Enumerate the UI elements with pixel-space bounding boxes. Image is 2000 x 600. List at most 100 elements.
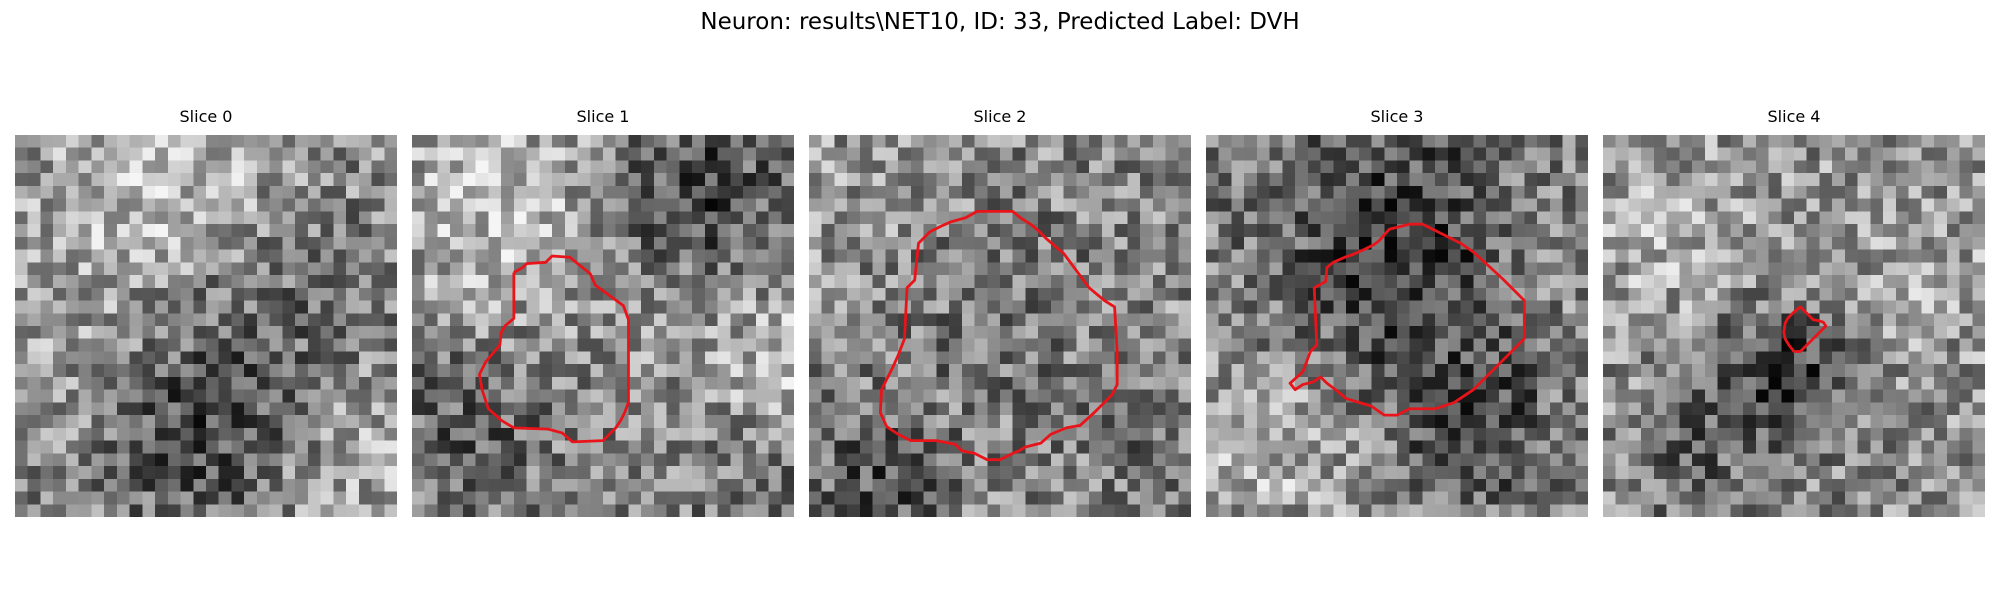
pixel-cell — [155, 389, 169, 403]
pixel-cell — [244, 198, 258, 212]
pixel-cell — [1575, 275, 1588, 289]
pixel-cell — [1524, 440, 1538, 454]
pixel-cell — [1140, 389, 1154, 403]
pixel-cell — [488, 478, 502, 493]
pixel-cell — [142, 453, 156, 467]
pixel-cell — [424, 351, 438, 365]
pixel-cell — [1358, 427, 1373, 442]
pixel-cell — [1794, 185, 1808, 200]
pixel-cell — [755, 300, 770, 314]
pixel-cell — [1934, 211, 1948, 225]
pixel-cell — [1692, 211, 1706, 225]
pixel-cell — [1244, 185, 1258, 200]
pixel-cell — [167, 364, 182, 378]
pixel-cell — [244, 287, 258, 302]
pixel-cell — [1101, 338, 1116, 352]
pixel-cell — [1498, 173, 1513, 187]
pixel-cell — [256, 453, 271, 467]
pixel-cell — [526, 224, 540, 238]
pixel-cell — [206, 173, 220, 187]
pixel-cell — [1127, 224, 1141, 238]
pixel-cell — [1692, 376, 1706, 391]
pixel-cell — [1959, 211, 1973, 225]
pixel-cell — [1409, 326, 1423, 340]
pixel-cell — [821, 262, 835, 276]
pixel-cell — [1050, 491, 1065, 505]
pixel-cell — [1231, 364, 1245, 378]
pixel-cell — [346, 135, 360, 149]
pixel-cell — [104, 185, 118, 200]
pixel-cell — [384, 376, 397, 391]
pixel-cell — [358, 389, 373, 403]
pixel-cell — [27, 135, 41, 149]
pixel-cell — [1473, 224, 1487, 238]
pixel-cell — [462, 173, 477, 187]
pixel-cell — [1794, 313, 1808, 327]
pixel-cell — [1615, 249, 1629, 263]
pixel-cell — [679, 287, 693, 302]
pixel-cell — [1346, 236, 1360, 251]
pixel-cell — [1921, 453, 1935, 467]
pixel-cell — [1397, 351, 1411, 365]
pixel-cell — [872, 427, 886, 442]
pixel-cell — [167, 198, 182, 212]
pixel-cell — [755, 185, 770, 200]
pixel-cell — [1282, 198, 1296, 212]
pixel-cell — [1653, 478, 1668, 493]
pixel-cell — [424, 185, 438, 200]
pixel-cell — [552, 198, 566, 212]
pixel-cell — [577, 415, 591, 429]
pixel-cell — [1282, 389, 1296, 403]
pixel-cell — [231, 185, 245, 200]
pixel-cell — [859, 440, 874, 454]
pixel-cell — [333, 313, 347, 327]
pixel-cell — [462, 326, 477, 340]
pixel-cell — [910, 300, 925, 314]
pixel-cell — [53, 275, 67, 289]
pixel-cell — [1628, 236, 1642, 251]
pixel-cell — [603, 262, 617, 276]
pixel-cell — [1743, 249, 1757, 263]
pixel-cell — [282, 478, 296, 493]
pixel-cell — [1730, 249, 1744, 263]
pixel-cell — [1333, 262, 1347, 276]
pixel-cell — [1307, 440, 1322, 454]
pixel-cell — [730, 160, 744, 174]
pixel-cell — [513, 338, 528, 352]
pixel-cell — [1934, 185, 1948, 200]
pixel-cell — [1895, 326, 1910, 340]
pixel-cell — [1857, 351, 1871, 365]
pixel-cell — [91, 478, 105, 493]
pixel-cell — [450, 364, 464, 378]
pixel-cell — [1282, 402, 1296, 416]
pixel-cell — [1218, 364, 1232, 378]
pixel-cell — [412, 262, 426, 276]
pixel-cell — [1692, 300, 1706, 314]
pixel-cell — [755, 147, 770, 161]
pixel-cell — [1934, 313, 1948, 327]
pixel-cell — [1256, 338, 1271, 352]
pixel-cell — [717, 185, 731, 200]
pixel-cell — [1269, 376, 1283, 391]
pixel-cell — [295, 364, 309, 378]
pixel-cell — [590, 211, 604, 225]
pixel-cell — [1231, 402, 1245, 416]
pixel-cell — [1717, 224, 1731, 238]
pixel-cell — [256, 313, 271, 327]
pixel-cell — [1486, 173, 1500, 187]
pixel-cell — [1307, 135, 1322, 149]
pixel-cell — [885, 478, 899, 493]
pixel-cell — [333, 224, 347, 238]
pixel-cell — [282, 249, 296, 263]
pixel-cell — [1615, 427, 1629, 442]
pixel-cell — [244, 466, 258, 480]
pixel-cell — [1012, 236, 1026, 251]
pixel-cell — [1679, 466, 1693, 480]
pixel-cell — [231, 173, 245, 187]
pixel-cell — [743, 491, 757, 505]
pixel-cell — [641, 198, 655, 212]
pixel-cell — [27, 236, 41, 251]
pixel-cell — [552, 364, 566, 378]
pixel-cell — [717, 236, 731, 251]
pixel-cell — [1320, 402, 1334, 416]
